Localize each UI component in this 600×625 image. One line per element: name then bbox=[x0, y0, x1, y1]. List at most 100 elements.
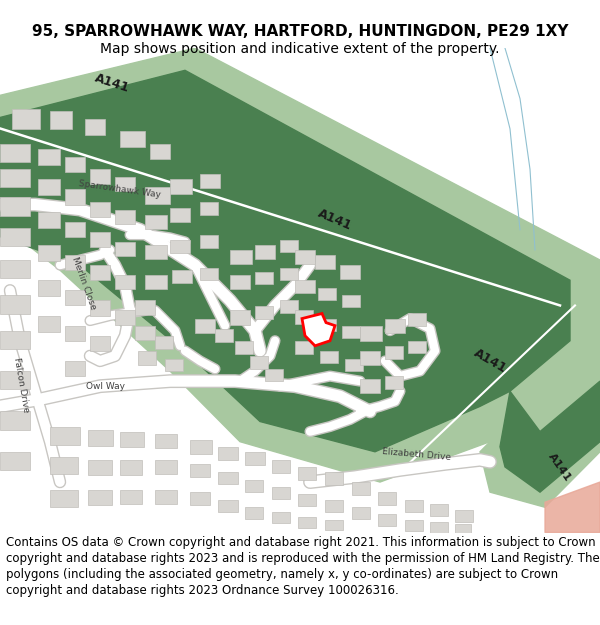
Bar bbox=[298, 518, 316, 529]
Bar bbox=[90, 232, 110, 247]
Bar bbox=[430, 504, 448, 516]
Bar bbox=[0, 411, 30, 429]
Bar bbox=[65, 255, 85, 270]
Bar bbox=[38, 212, 60, 228]
Bar bbox=[0, 296, 30, 314]
Bar bbox=[230, 311, 250, 324]
Bar bbox=[50, 111, 72, 129]
Text: Elizabeth Drive: Elizabeth Drive bbox=[382, 447, 452, 462]
Bar bbox=[38, 245, 60, 261]
Bar bbox=[280, 240, 298, 252]
Bar bbox=[38, 316, 60, 332]
Bar bbox=[342, 296, 360, 308]
Bar bbox=[318, 288, 336, 301]
Bar bbox=[215, 329, 233, 342]
Bar bbox=[190, 439, 212, 454]
Bar bbox=[172, 270, 192, 283]
Bar bbox=[170, 208, 190, 222]
Bar bbox=[408, 312, 426, 326]
Bar bbox=[90, 301, 110, 316]
Bar bbox=[200, 235, 218, 248]
Bar bbox=[115, 177, 135, 191]
Bar bbox=[245, 480, 263, 492]
Bar bbox=[65, 222, 85, 237]
Bar bbox=[378, 492, 396, 505]
Bar bbox=[405, 521, 423, 531]
Bar bbox=[90, 336, 110, 351]
Bar bbox=[360, 326, 382, 341]
Bar bbox=[65, 361, 85, 376]
Bar bbox=[385, 346, 403, 359]
Bar bbox=[115, 311, 135, 324]
Bar bbox=[245, 508, 263, 519]
Bar bbox=[88, 429, 113, 446]
Bar bbox=[265, 369, 283, 381]
Bar bbox=[298, 494, 316, 506]
Bar bbox=[200, 268, 218, 280]
Bar bbox=[65, 290, 85, 306]
Text: Merlin Close: Merlin Close bbox=[70, 255, 97, 311]
Bar bbox=[38, 280, 60, 296]
Bar bbox=[272, 487, 290, 499]
Bar bbox=[342, 326, 360, 338]
Polygon shape bbox=[545, 482, 600, 532]
Bar bbox=[298, 467, 316, 480]
Polygon shape bbox=[500, 381, 600, 492]
Bar bbox=[90, 201, 110, 217]
Bar bbox=[255, 306, 273, 319]
Bar bbox=[155, 490, 177, 504]
Bar bbox=[360, 379, 380, 393]
Bar bbox=[218, 472, 238, 484]
Polygon shape bbox=[302, 314, 335, 346]
Bar bbox=[218, 500, 238, 512]
Bar bbox=[200, 201, 218, 214]
Bar bbox=[200, 174, 220, 188]
Text: Sparrowhawk Way: Sparrowhawk Way bbox=[78, 179, 161, 199]
Text: A141: A141 bbox=[316, 207, 354, 232]
Bar bbox=[295, 250, 315, 264]
Bar bbox=[190, 464, 210, 477]
Bar bbox=[138, 351, 156, 365]
Bar bbox=[0, 228, 30, 246]
Bar bbox=[145, 245, 167, 259]
Bar bbox=[385, 376, 403, 389]
Bar bbox=[50, 490, 78, 508]
Bar bbox=[408, 341, 426, 353]
Bar bbox=[90, 169, 110, 184]
Bar bbox=[115, 242, 135, 256]
Polygon shape bbox=[0, 71, 570, 452]
Bar bbox=[345, 359, 363, 371]
Bar bbox=[190, 492, 210, 505]
Bar bbox=[120, 131, 145, 147]
Bar bbox=[0, 371, 30, 389]
Text: Contains OS data © Crown copyright and database right 2021. This information is : Contains OS data © Crown copyright and d… bbox=[6, 536, 600, 598]
Bar bbox=[272, 512, 290, 523]
Text: A141: A141 bbox=[471, 346, 509, 376]
Bar bbox=[150, 144, 170, 159]
Bar bbox=[145, 188, 170, 204]
Bar bbox=[0, 198, 30, 216]
Bar bbox=[88, 490, 112, 505]
Text: Map shows position and indicative extent of the property.: Map shows position and indicative extent… bbox=[100, 42, 500, 56]
Bar bbox=[155, 336, 173, 349]
Bar bbox=[315, 255, 335, 269]
Bar bbox=[65, 157, 85, 172]
Bar bbox=[295, 280, 315, 293]
Bar bbox=[88, 460, 112, 475]
Bar bbox=[325, 500, 343, 512]
Bar bbox=[325, 472, 343, 485]
Bar bbox=[255, 245, 275, 259]
Bar bbox=[0, 144, 30, 162]
Bar bbox=[90, 265, 110, 280]
Bar bbox=[50, 426, 80, 445]
Bar bbox=[170, 240, 190, 253]
Bar bbox=[38, 149, 60, 165]
Bar bbox=[230, 275, 250, 289]
Bar bbox=[340, 265, 360, 279]
Bar bbox=[120, 460, 142, 475]
Bar bbox=[455, 510, 473, 522]
Bar bbox=[430, 522, 448, 532]
Text: A141: A141 bbox=[547, 451, 573, 483]
Bar bbox=[230, 250, 252, 264]
Bar bbox=[115, 209, 135, 224]
